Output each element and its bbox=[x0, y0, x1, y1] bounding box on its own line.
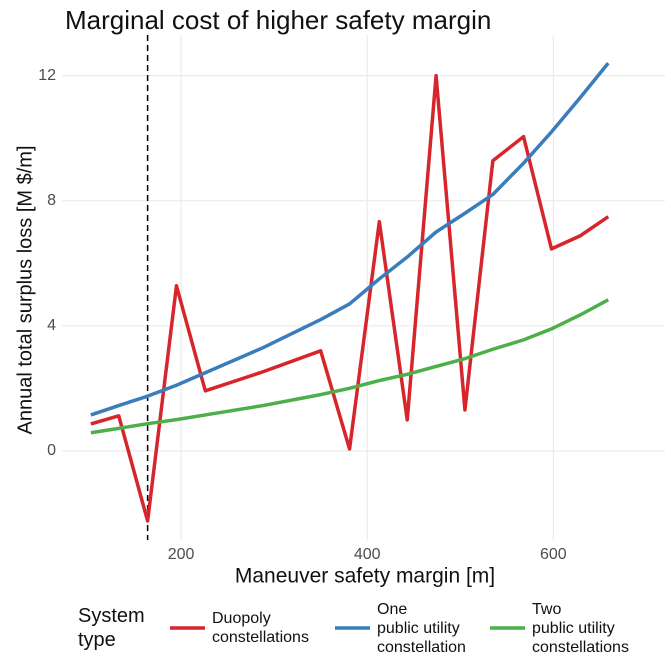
data-line bbox=[90, 298, 610, 435]
x-tick-label: 200 bbox=[168, 546, 195, 563]
x-tick-label: 600 bbox=[540, 546, 567, 563]
y-tick-label: 12 bbox=[38, 67, 56, 84]
y-tick-label: 8 bbox=[47, 192, 56, 209]
data-line bbox=[90, 73, 610, 523]
x-axis-label: Maneuver safety margin [m] bbox=[235, 565, 495, 588]
data-line bbox=[90, 62, 610, 417]
y-tick-label: 4 bbox=[47, 317, 56, 334]
legend-title: System type bbox=[78, 605, 145, 651]
legend-label: One public utility constellation bbox=[377, 600, 466, 656]
x-tick-label: 400 bbox=[354, 546, 381, 563]
y-axis-label: Annual total surplus loss [M $/m] bbox=[14, 145, 36, 434]
chart-title: Marginal cost of higher safety margin bbox=[65, 5, 491, 35]
legend-label: Duopoly constellations bbox=[212, 610, 309, 646]
y-tick-label: 0 bbox=[47, 442, 56, 459]
legend-label: Two public utility constellations bbox=[532, 600, 629, 656]
